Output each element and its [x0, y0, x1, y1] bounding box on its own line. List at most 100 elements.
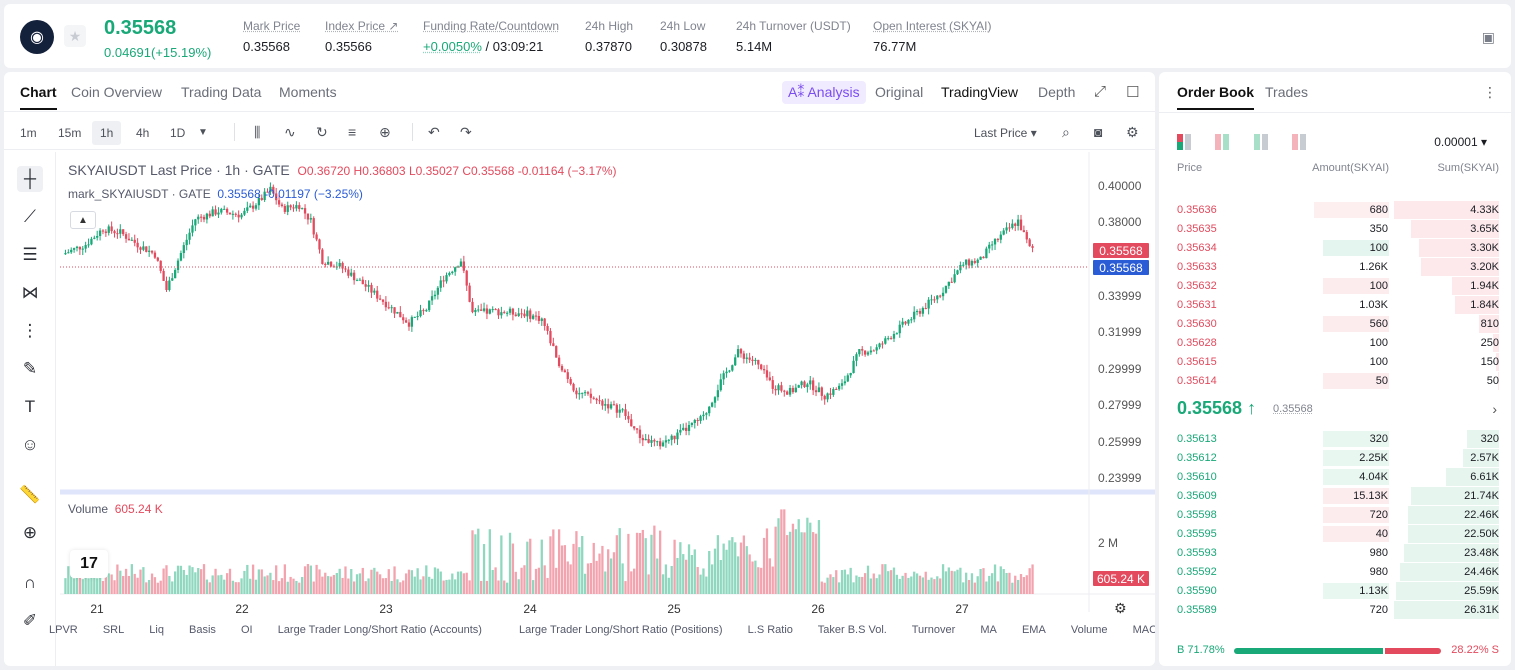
timeframe-1d[interactable]: 1D [170, 126, 186, 140]
crosshair-icon[interactable]: ┼ [17, 166, 43, 192]
price-type-select[interactable]: Last Price ▾ [974, 126, 1037, 140]
tab-moments[interactable]: Moments [279, 84, 337, 100]
candlestick-chart[interactable]: 0.40000 0.38000 0.33999 0.31999 0.29999 0.279… [4, 72, 1155, 666]
timeframe-1m[interactable]: 1m [20, 126, 37, 140]
camera-icon[interactable]: ◙ [1094, 124, 1103, 140]
tradingview-logo[interactable]: 17 [70, 550, 108, 578]
tab-original[interactable]: Original [875, 84, 924, 100]
redo-icon[interactable]: ↷ [460, 124, 472, 140]
templates-icon[interactable]: ≡ [348, 124, 357, 140]
undo-icon[interactable]: ↶ [428, 124, 440, 140]
fib-icon[interactable]: ⋮ [21, 321, 39, 340]
ask-row[interactable]: 0.35635 350 3.65K [1159, 219, 1511, 238]
favorite-star-icon[interactable]: ★ [64, 25, 86, 47]
bid-row[interactable]: 0.35613 320 320 [1159, 429, 1511, 448]
tab-depth[interactable]: Depth [1038, 84, 1076, 100]
text-icon[interactable]: T [24, 397, 36, 416]
candle-body [1025, 232, 1028, 240]
view-asks-icon[interactable] [1292, 134, 1308, 150]
more-options-icon[interactable]: ⋮ [1483, 84, 1497, 100]
bid-row[interactable]: 0.35610 4.04K 6.61K [1159, 467, 1511, 486]
collapse-legend-button[interactable]: ▲ [70, 211, 96, 229]
indicator-volume[interactable]: Volume [1070, 624, 1108, 636]
depth-bar [1452, 277, 1499, 295]
trendline-icon[interactable]: ⟋ [24, 207, 36, 226]
timeframe-dropdown-icon[interactable]: ▼ [198, 127, 208, 138]
tab-coin-overview[interactable]: Coin Overview [71, 84, 163, 100]
bid-row[interactable]: 0.35598 720 22.46K [1159, 505, 1511, 524]
candle-body [113, 231, 116, 234]
search-icon[interactable]: ⌕ [1062, 124, 1070, 140]
precision-select[interactable]: 0.00001 ▾ [1434, 135, 1487, 149]
bid-row[interactable]: 0.35592 980 24.46K [1159, 562, 1511, 581]
bid-row[interactable]: 0.35612 2.25K 2.57K [1159, 448, 1511, 467]
settings-gear-icon[interactable]: ⚙ [1126, 124, 1139, 140]
indicator-ls-accounts[interactable]: Large Trader Long/Short Ratio (Accounts) [277, 624, 482, 636]
volume-bar [592, 542, 595, 594]
indicator-taker-vol[interactable]: Taker B.S Vol. [817, 624, 887, 636]
candle-body [358, 279, 362, 281]
volume-bar [716, 535, 720, 594]
bid-row[interactable]: 0.35589 720 26.31K [1159, 600, 1511, 619]
ask-row[interactable]: 0.35630 560 810 [1159, 314, 1511, 333]
timeframe-15m[interactable]: 15m [58, 126, 82, 140]
indicator-lpvr[interactable]: LPVR [49, 624, 78, 636]
ruler-icon[interactable]: 📏 [19, 485, 41, 504]
window-icon[interactable]: ☐ [1126, 84, 1140, 101]
chevron-right-icon[interactable]: › [1492, 401, 1497, 417]
indicator-macd[interactable]: MACL [1132, 624, 1155, 636]
ask-row[interactable]: 0.35628 100 250 [1159, 333, 1511, 352]
bid-row[interactable]: 0.35609 15.13K 21.74K [1159, 486, 1511, 505]
ask-row[interactable]: 0.35631 1.03K 1.84K [1159, 295, 1511, 314]
indicator-liq[interactable]: Liq [149, 624, 164, 636]
indicator-turnover[interactable]: Turnover [911, 624, 956, 636]
bid-row[interactable]: 0.35595 40 22.50K [1159, 524, 1511, 543]
guide-book-icon[interactable]: ▣ [1481, 29, 1495, 45]
ask-row[interactable]: 0.35632 100 1.94K [1159, 276, 1511, 295]
timeframe-1h[interactable]: 1h [92, 121, 122, 145]
brush-icon[interactable]: ✎ [22, 359, 38, 378]
stat-index-price[interactable]: Index Price ↗ 0.35566 [325, 19, 399, 54]
candle-body [806, 384, 809, 388]
indicator-ma[interactable]: MA [980, 624, 997, 636]
candle-body [433, 294, 437, 297]
tab-ai-analysis[interactable]: A⁑ Analysis [782, 81, 866, 104]
view-split-icon[interactable] [1215, 134, 1231, 150]
indicator-ema[interactable]: EMA [1021, 624, 1046, 636]
indicators-icon[interactable]: ∿ [284, 124, 296, 140]
view-both-icon[interactable] [1177, 134, 1193, 150]
ask-row[interactable]: 0.35633 1.26K 3.20K [1159, 257, 1511, 276]
tab-chart[interactable]: Chart [20, 84, 57, 110]
tab-trading-data[interactable]: Trading Data [181, 84, 262, 100]
mark-price-tag [1093, 260, 1149, 275]
replay-icon[interactable]: ↻ [316, 124, 328, 140]
ask-row[interactable]: 0.35615 100 150 [1159, 352, 1511, 371]
add-alert-icon[interactable]: ⊕ [379, 124, 391, 140]
ask-row[interactable]: 0.35614 50 50 [1159, 371, 1511, 390]
horizontal-lines-icon[interactable]: ☰ [22, 245, 38, 264]
bid-row[interactable]: 0.35593 980 23.48K [1159, 543, 1511, 562]
candle-type-icon[interactable]: ⫼ [254, 124, 261, 140]
view-bids-icon[interactable] [1253, 134, 1270, 150]
ask-row[interactable]: 0.35634 100 3.30K [1159, 238, 1511, 257]
pattern-icon[interactable]: ⋈ [21, 283, 39, 302]
zoom-in-icon[interactable]: ⊕ [22, 523, 38, 542]
tab-tradingview[interactable]: TradingView [941, 84, 1019, 100]
timeframe-4h[interactable]: 4h [136, 126, 150, 140]
indicator-ls-positions[interactable]: Large Trader Long/Short Ratio (Positions… [518, 624, 723, 636]
emoji-icon[interactable]: ☺ [21, 435, 39, 454]
bid-row[interactable]: 0.35590 1.13K 25.59K [1159, 581, 1511, 600]
tab-trades[interactable]: Trades [1265, 84, 1309, 100]
indicator-basis[interactable]: Basis [189, 624, 216, 636]
indicator-oi[interactable]: OI [241, 624, 253, 636]
ask-row[interactable]: 0.35636 680 4.33K [1159, 200, 1511, 219]
pencil-lock-icon[interactable]: ✐ [22, 611, 38, 630]
row-sum: 1.84K [1470, 299, 1499, 311]
magnet-icon[interactable]: ∩ [23, 573, 37, 592]
tab-order-book[interactable]: Order Book [1177, 84, 1255, 110]
volume-bar [269, 572, 272, 594]
chart-settings-icon[interactable]: ⚙ [1114, 600, 1127, 616]
indicator-srl[interactable]: SRL [102, 624, 125, 636]
indicator-ls-ratio[interactable]: L.S Ratio [747, 624, 793, 636]
fullscreen-icon[interactable]: ⤢ [1094, 83, 1107, 100]
